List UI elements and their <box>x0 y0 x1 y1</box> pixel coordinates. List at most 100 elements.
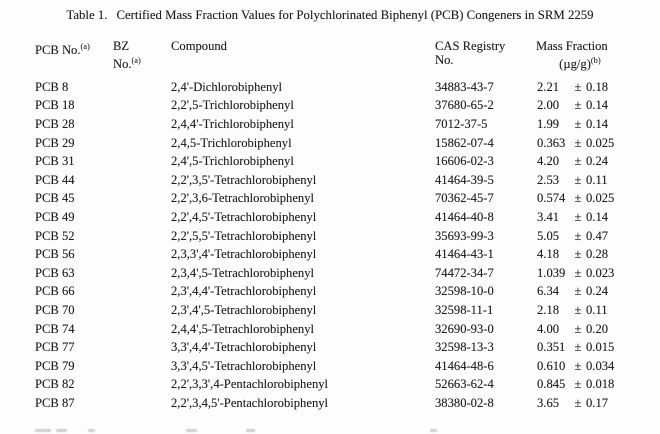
clipped-footnote <box>0 429 660 434</box>
cell-pcb-no: PCB 8 <box>35 79 69 94</box>
header-bz-line2-text: No. <box>113 56 132 71</box>
cell-cas-number: 32598-13-3 <box>435 340 494 355</box>
cell-cas-number: 37680-65-2 <box>435 98 494 113</box>
cell-plus-minus: ± <box>574 116 582 131</box>
cell-pcb-no: PCB 29 <box>35 135 75 150</box>
cell-mass-fraction-value: 0.845 <box>537 377 566 392</box>
cell-pcb-no: PCB 44 <box>35 172 75 187</box>
cell-uncertainty: 0.18 <box>586 79 609 94</box>
cell-mass-fraction-value: 5.05 <box>537 228 560 243</box>
cell-compound: 2,4,4'-Trichlorobiphenyl <box>171 116 294 131</box>
header-bz-line2: No.(a) <box>113 54 141 72</box>
cell-uncertainty: 0.034 <box>586 358 615 373</box>
clipped-footnote-fragment <box>88 429 95 432</box>
cell-uncertainty: 0.015 <box>586 340 615 355</box>
cell-plus-minus: ± <box>574 98 582 113</box>
cell-pcb-no: PCB 49 <box>35 209 75 224</box>
table-row: PCB 18 2,2',5-Trichlorobiphenyl 37680-65… <box>35 97 647 116</box>
cell-compound: 2,2',3,3',4-Pentachlorobiphenyl <box>171 377 329 392</box>
cell-plus-minus: ± <box>574 321 582 336</box>
column-header-mass-fraction: Mass Fraction (µg/g)(b) <box>536 39 624 71</box>
cell-pcb-no: PCB 18 <box>35 98 75 113</box>
table-row: PCB 44 2,2',3,5'-Tetrachlorobiphenyl 414… <box>35 171 647 190</box>
table-row: PCB 87 2,2',3,4,5'-Pentachlorobiphenyl 3… <box>35 394 647 413</box>
cell-cas-number: 41464-43-1 <box>435 247 494 262</box>
cell-plus-minus: ± <box>574 265 582 280</box>
table-title: Table 1. Certified Mass Fraction Values f… <box>0 8 660 23</box>
cell-compound: 2,2',3,5'-Tetrachlorobiphenyl <box>171 172 317 187</box>
cell-plus-minus: ± <box>574 79 582 94</box>
cell-plus-minus: ± <box>574 154 582 169</box>
cell-uncertainty: 0.14 <box>586 209 609 224</box>
cell-compound: 2,3,4',5-Tetrachlorobiphenyl <box>171 265 315 280</box>
table-row: PCB 77 3,3',4,4'-Tetrachlorobiphenyl 325… <box>35 338 647 357</box>
cell-cas-number: 15862-07-4 <box>435 135 494 150</box>
cell-compound: 2,3,3',4'-Tetrachlorobiphenyl <box>171 247 317 262</box>
cell-mass-fraction-value: 4.00 <box>537 321 560 336</box>
column-header-pcb-no: PCB No.(a) <box>35 40 90 58</box>
cell-compound: 3,3',4,5'-Tetrachlorobiphenyl <box>171 358 317 373</box>
cell-mass-fraction-value: 3.65 <box>537 395 560 410</box>
cell-compound: 2,4'-Dichlorobiphenyl <box>171 79 283 94</box>
clipped-footnote-fragment <box>246 429 255 432</box>
cell-cas-number: 32690-93-0 <box>435 321 494 336</box>
cell-pcb-no: PCB 77 <box>35 340 75 355</box>
header-cas-line2: No. <box>435 52 454 67</box>
cell-cas-number: 74472-34-7 <box>435 265 494 280</box>
table-row: PCB 49 2,2',4,5'-Tetrachlorobiphenyl 414… <box>35 208 647 227</box>
cell-uncertainty: 0.018 <box>586 377 615 392</box>
cell-uncertainty: 0.11 <box>586 302 608 317</box>
cell-compound: 2,4,4',5-Tetrachlorobiphenyl <box>171 321 315 336</box>
cell-pcb-no: PCB 74 <box>35 321 75 336</box>
cell-mass-fraction-value: 2.18 <box>537 302 560 317</box>
cell-compound: 2,4,5-Trichlorobiphenyl <box>171 135 292 150</box>
cell-plus-minus: ± <box>574 358 582 373</box>
cell-compound: 2,2',4,5'-Tetrachlorobiphenyl <box>171 209 317 224</box>
cell-mass-fraction-value: 2.53 <box>537 172 560 187</box>
cell-mass-fraction-value: 4.18 <box>537 247 560 262</box>
header-bz-superscript: (a) <box>131 55 142 65</box>
cell-uncertainty: 0.20 <box>586 321 609 336</box>
cell-compound: 2,2',5,5'-Tetrachlorobiphenyl <box>171 228 317 243</box>
table-row: PCB 63 2,3,4',5-Tetrachlorobiphenyl 7447… <box>35 264 647 283</box>
cell-pcb-no: PCB 63 <box>35 265 75 280</box>
cell-compound: 2,3',4,4'-Tetrachlorobiphenyl <box>171 284 317 299</box>
cell-cas-number: 41464-39-5 <box>435 172 494 187</box>
table-row: PCB 70 2,3',4',5-Tetrachlorobiphenyl 325… <box>35 301 647 320</box>
table-row: PCB 45 2,2',3,6-Tetrachlorobiphenyl 7036… <box>35 190 647 209</box>
clipped-footnote-fragment <box>35 429 51 432</box>
cell-pcb-no: PCB 70 <box>35 302 75 317</box>
cell-uncertainty: 0.28 <box>586 247 609 262</box>
column-header-compound: Compound <box>171 39 227 54</box>
cell-cas-number: 41464-48-6 <box>435 358 494 373</box>
table-title-text: Certified Mass Fraction Values for Polyc… <box>116 8 594 22</box>
clipped-footnote-fragment <box>186 429 197 432</box>
cell-cas-number: 38380-02-8 <box>435 395 494 410</box>
cell-uncertainty: 0.24 <box>586 284 609 299</box>
cell-compound: 2,2',3,4,5'-Pentachlorobiphenyl <box>171 395 329 410</box>
cell-compound: 2,3',4',5-Tetrachlorobiphenyl <box>171 302 317 317</box>
cell-cas-number: 16606-02-3 <box>435 154 494 169</box>
cell-cas-number: 34883-43-7 <box>435 79 494 94</box>
cell-mass-fraction-value: 0.610 <box>537 358 566 373</box>
cell-uncertainty: 0.025 <box>586 191 615 206</box>
cell-plus-minus: ± <box>574 284 582 299</box>
cell-mass-fraction-value: 0.574 <box>537 191 566 206</box>
table-number-label: Table 1. <box>66 8 108 22</box>
cell-pcb-no: PCB 56 <box>35 247 75 262</box>
cell-plus-minus: ± <box>574 247 582 262</box>
cell-cas-number: 32598-10-0 <box>435 284 494 299</box>
cell-plus-minus: ± <box>574 191 582 206</box>
cell-plus-minus: ± <box>574 340 582 355</box>
table-row: PCB 52 2,2',5,5'-Tetrachlorobiphenyl 356… <box>35 227 647 246</box>
cell-uncertainty: 0.023 <box>586 265 615 280</box>
cell-pcb-no: PCB 28 <box>35 116 75 131</box>
cell-uncertainty: 0.11 <box>586 172 608 187</box>
header-bz-line1: BZ <box>113 39 130 53</box>
table-row: PCB 31 2,4',5-Trichlorobiphenyl 16606-02… <box>35 152 647 171</box>
cell-cas-number: 7012-37-5 <box>435 116 488 131</box>
cell-mass-fraction-value: 2.00 <box>537 98 560 113</box>
table-body: PCB 8 2,4'-Dichlorobiphenyl 34883-43-7 2… <box>35 78 647 413</box>
cell-mass-fraction-value: 0.363 <box>537 135 566 150</box>
